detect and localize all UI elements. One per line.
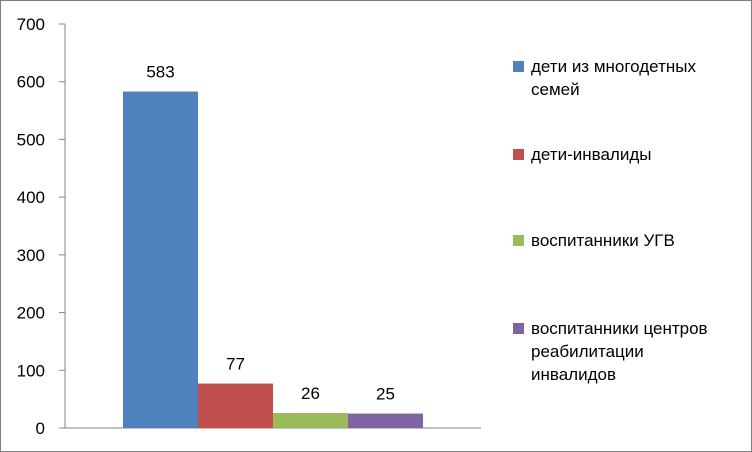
y-tick-label: 500 bbox=[17, 130, 45, 149]
legend-swatch bbox=[513, 149, 524, 160]
legend-item: дети-инвалиды bbox=[513, 145, 652, 164]
data-label: 583 bbox=[146, 63, 174, 82]
bar bbox=[123, 91, 198, 429]
legend-label: дети-инвалиды bbox=[531, 145, 652, 164]
legend-swatch bbox=[513, 235, 524, 246]
data-label: 77 bbox=[226, 355, 245, 374]
y-tick-label: 0 bbox=[36, 419, 45, 438]
legend-swatch bbox=[513, 61, 524, 72]
y-tick-label: 600 bbox=[17, 73, 45, 92]
y-tick-label: 700 bbox=[17, 15, 45, 34]
y-axis: 0 100 200 300 400 500 600 700 bbox=[17, 15, 481, 438]
legend-label: семей bbox=[531, 80, 580, 99]
legend-item: дети из многодетных семей bbox=[513, 57, 696, 99]
legend-label: инвалидов bbox=[531, 365, 616, 384]
legend-label: воспитанники УГВ bbox=[531, 231, 675, 250]
legend-label: воспитанники центров bbox=[531, 319, 708, 338]
bar bbox=[348, 413, 423, 428]
bar bbox=[273, 412, 348, 428]
legend: дети из многодетных семей дети-инвалиды вос… bbox=[513, 57, 708, 384]
y-tick-label: 300 bbox=[17, 246, 45, 265]
y-tick-label: 400 bbox=[17, 188, 45, 207]
data-label: 25 bbox=[376, 385, 395, 404]
data-label: 26 bbox=[301, 384, 320, 403]
legend-label: дети из многодетных bbox=[531, 57, 696, 76]
legend-label: реабилитации bbox=[531, 342, 644, 361]
bars bbox=[123, 91, 423, 429]
legend-swatch bbox=[513, 323, 524, 334]
bar bbox=[198, 383, 273, 428]
y-tick-label: 200 bbox=[17, 304, 45, 323]
y-tick-label: 100 bbox=[17, 361, 45, 380]
legend-item: воспитанники центров реабилитации инвалидо… bbox=[513, 319, 708, 384]
legend-item: воспитанники УГВ bbox=[513, 231, 675, 250]
data-labels: 583 77 26 25 bbox=[146, 63, 395, 404]
